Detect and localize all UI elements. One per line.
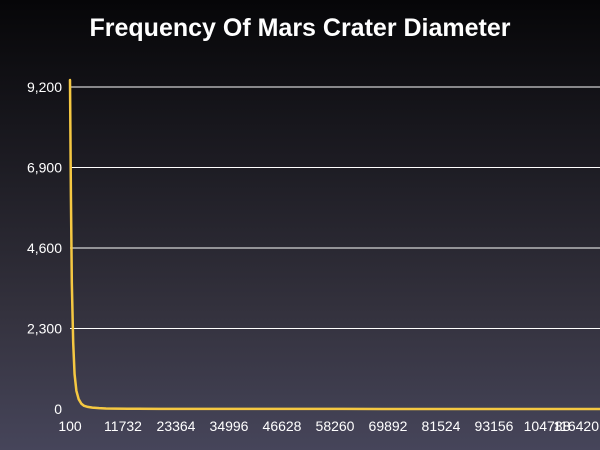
y-axis-ticks: 0 2,300 4,600 6,900 9,200: [27, 79, 62, 417]
x-axis-ticks: 100 11732 23364 34996 46628 58260 69892 81524 93…: [58, 418, 599, 434]
x-tick-label: 100: [58, 418, 82, 434]
y-tick-label: 9,200: [27, 79, 62, 95]
series-layer: [68, 78, 600, 411]
y-tick-label: 2,300: [27, 321, 62, 337]
x-tick-label: 104788: [524, 418, 571, 434]
series-line: [68, 78, 600, 411]
x-tick-label: 93156: [475, 418, 514, 434]
x-tick-label: 23364: [157, 418, 196, 434]
x-tick-label: 34996: [210, 418, 249, 434]
x-tick-label: 46628: [263, 418, 302, 434]
grid-lines: [70, 86, 600, 329]
x-tick-label: 69892: [369, 418, 408, 434]
x-tick-label: 81524: [422, 418, 461, 434]
y-tick-label: 6,900: [27, 160, 62, 176]
x-tick-label: 11732: [104, 418, 142, 434]
chart-title: Frequency Of Mars Crater Diameter: [89, 14, 511, 42]
x-tick-label: 58260: [316, 418, 355, 434]
y-tick-label: 4,600: [27, 240, 62, 256]
y-tick-label: 0: [54, 401, 62, 417]
x-tick-label: 116420: [553, 418, 599, 434]
